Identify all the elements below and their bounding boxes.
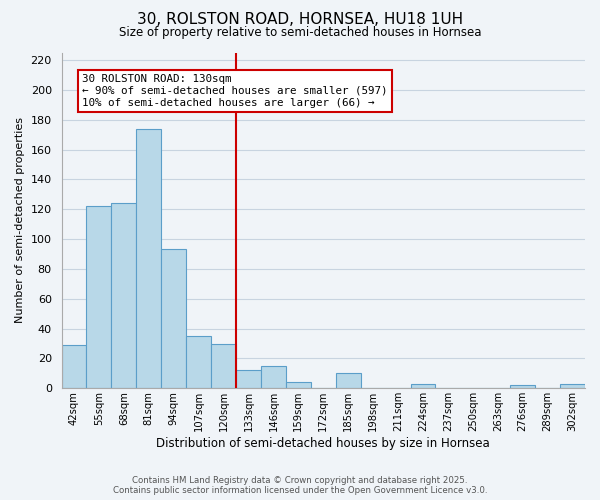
Bar — [261, 366, 286, 388]
Text: 30, ROLSTON ROAD, HORNSEA, HU18 1UH: 30, ROLSTON ROAD, HORNSEA, HU18 1UH — [137, 12, 463, 28]
Bar — [161, 250, 186, 388]
Text: Contains HM Land Registry data © Crown copyright and database right 2025.
Contai: Contains HM Land Registry data © Crown c… — [113, 476, 487, 495]
Bar — [336, 374, 361, 388]
Bar — [410, 384, 436, 388]
Bar — [510, 386, 535, 388]
Bar — [186, 336, 211, 388]
Y-axis label: Number of semi-detached properties: Number of semi-detached properties — [15, 118, 25, 324]
Bar — [211, 344, 236, 388]
Bar — [560, 384, 585, 388]
Bar — [236, 370, 261, 388]
Bar — [136, 128, 161, 388]
Bar — [86, 206, 112, 388]
Bar — [112, 203, 136, 388]
Bar — [62, 345, 86, 389]
Text: Size of property relative to semi-detached houses in Hornsea: Size of property relative to semi-detach… — [119, 26, 481, 39]
Text: 30 ROLSTON ROAD: 130sqm
← 90% of semi-detached houses are smaller (597)
10% of s: 30 ROLSTON ROAD: 130sqm ← 90% of semi-de… — [82, 74, 388, 108]
X-axis label: Distribution of semi-detached houses by size in Hornsea: Distribution of semi-detached houses by … — [157, 437, 490, 450]
Bar — [286, 382, 311, 388]
